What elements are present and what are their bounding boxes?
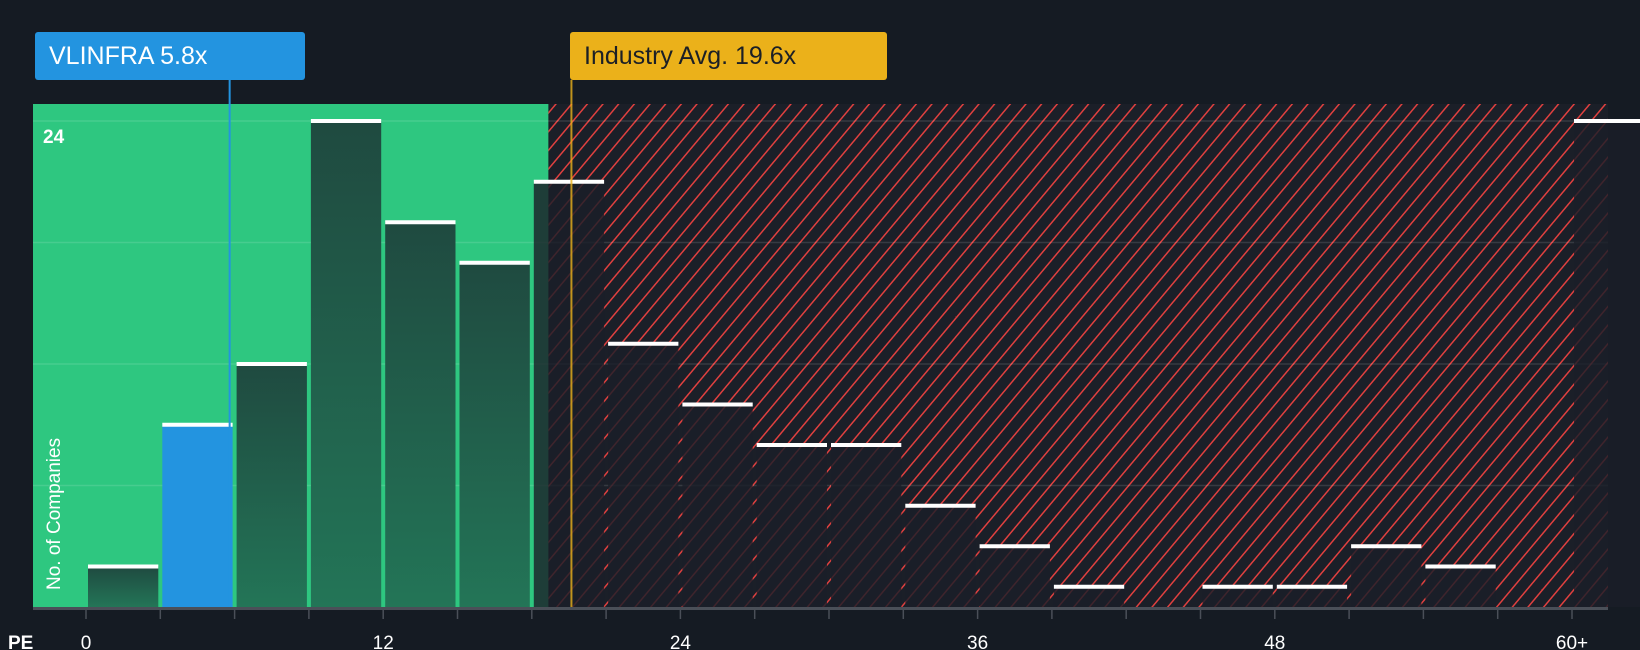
x-tick-label: 60+	[1556, 633, 1588, 650]
bar-top	[1276, 584, 1348, 589]
bar-top	[88, 564, 159, 569]
bar	[310, 121, 382, 607]
bars	[88, 119, 1640, 607]
bar	[1574, 121, 1640, 607]
bar-top	[682, 402, 753, 407]
bar-top	[459, 260, 530, 265]
bar-top	[831, 443, 902, 447]
bar	[162, 424, 233, 607]
x-tick-label: 0	[81, 633, 92, 650]
bar	[905, 505, 976, 607]
bar-top	[1351, 544, 1422, 549]
bar	[1351, 546, 1422, 607]
x-axis-label: PE	[8, 633, 33, 650]
bar-top	[979, 544, 1050, 549]
bar-top	[1202, 584, 1273, 589]
y-tick-label: 24	[43, 127, 65, 148]
bar-top	[1574, 119, 1640, 123]
bar	[1202, 586, 1273, 607]
company-pe-label: VLINFRA 5.8x	[35, 32, 305, 80]
y-axis-label: No. of Companies	[44, 438, 65, 590]
bar	[608, 343, 679, 607]
industry-average-label: Industry Avg. 19.6x	[570, 32, 887, 80]
bar-top	[756, 443, 827, 447]
x-axis-line	[33, 607, 1608, 610]
bar	[88, 566, 159, 607]
bar	[756, 445, 827, 607]
bar-top	[1425, 564, 1496, 569]
x-tick-label: 48	[1264, 633, 1285, 650]
x-tick-label: 12	[373, 633, 394, 650]
bar-top	[236, 362, 307, 366]
bar	[979, 546, 1050, 607]
x-tick-label: 24	[670, 633, 692, 650]
bar-top	[385, 220, 456, 225]
bar	[1276, 586, 1348, 607]
bar	[1053, 586, 1125, 607]
bar-top	[162, 422, 233, 427]
bar	[1425, 566, 1496, 607]
x-axis: 0 12 24 36 48 60+	[33, 607, 1608, 650]
bar	[533, 181, 605, 607]
bar	[385, 222, 456, 607]
bar	[831, 445, 902, 607]
x-tick-label: 36	[967, 633, 988, 650]
bar-top	[608, 341, 679, 346]
markers	[228, 80, 573, 607]
bar-top	[1053, 584, 1125, 589]
bar-top	[310, 119, 382, 123]
bar-top	[533, 179, 605, 184]
bar-top	[905, 503, 976, 508]
bar	[459, 262, 530, 607]
bar	[682, 404, 753, 607]
bar	[236, 364, 307, 607]
